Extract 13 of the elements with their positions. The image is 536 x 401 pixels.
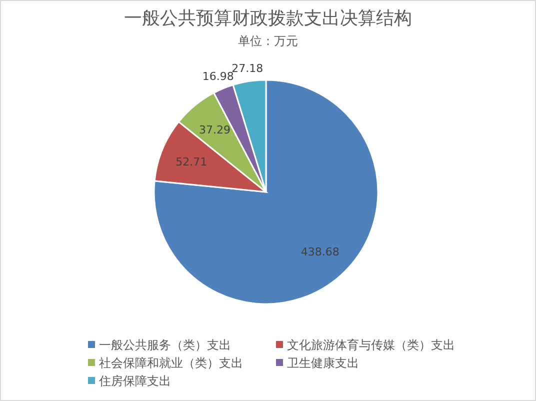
- data-label: 27.18: [232, 62, 264, 75]
- legend-label: 一般公共服务（类）支出: [99, 338, 231, 352]
- data-label: 37.29: [198, 124, 230, 137]
- legend-label: 社会保障和就业（类）支出: [99, 356, 243, 370]
- data-label: 16.98: [202, 70, 234, 83]
- data-label: 52.71: [176, 155, 208, 168]
- legend-label: 住房保障支出: [98, 374, 171, 388]
- legend-label: 文化旅游体育与传媒（类）支出: [287, 338, 455, 352]
- pie-slice: [153, 79, 379, 305]
- chart-subtitle: 单位：万元: [238, 34, 298, 48]
- chart-title: 一般公共预算财政拨款支出决算结构: [124, 8, 412, 29]
- legend-label: 卫生健康支出: [287, 356, 359, 370]
- data-label: 438.68: [300, 246, 340, 259]
